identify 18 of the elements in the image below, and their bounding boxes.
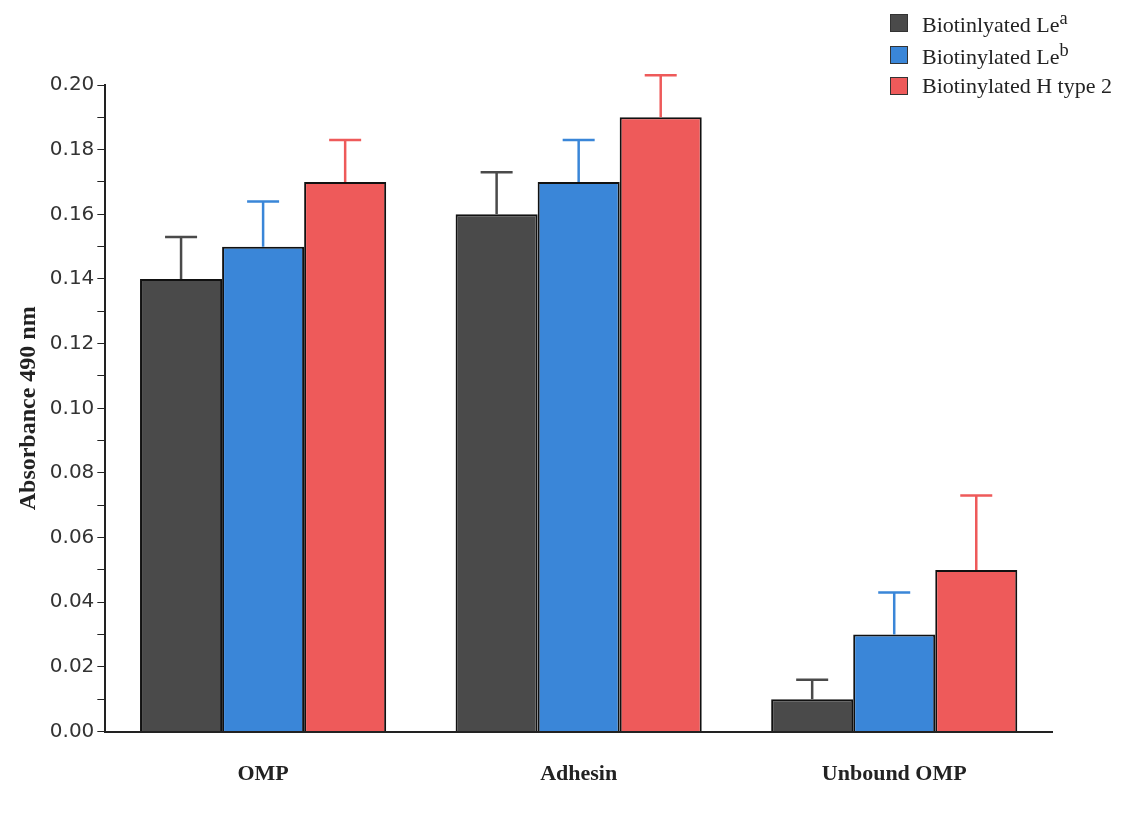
x-tick-label: OMP [237,760,289,786]
y-axis-title: Absorbance 490 nm [13,306,40,511]
legend-label: Biotinylated Le$^{b}$ [921,40,1069,71]
y-tick-label: 0.08 [49,459,95,484]
y-tick-label: 0.02 [49,653,95,678]
legend-label: Biotinlyated Le$^{a}$ [921,8,1068,39]
x-tick-label: Unbound OMP [821,760,967,786]
y-tick-label: 0.12 [49,329,95,354]
y-tick-label: 0.00 [49,717,95,742]
y-tick-label: 0.14 [49,265,95,290]
y-tick-label: 0.20 [49,71,95,96]
y-tick-label: 0.16 [49,200,95,225]
y-tick-label: 0.06 [49,523,95,548]
x-tick-label: Adhesin [540,760,618,786]
y-tick-label: 0.04 [49,588,95,613]
y-tick-label: 0.18 [49,135,95,160]
y-tick-label: 0.10 [49,394,95,419]
legend-label: Biotinylated H type 2 [921,72,1112,99]
